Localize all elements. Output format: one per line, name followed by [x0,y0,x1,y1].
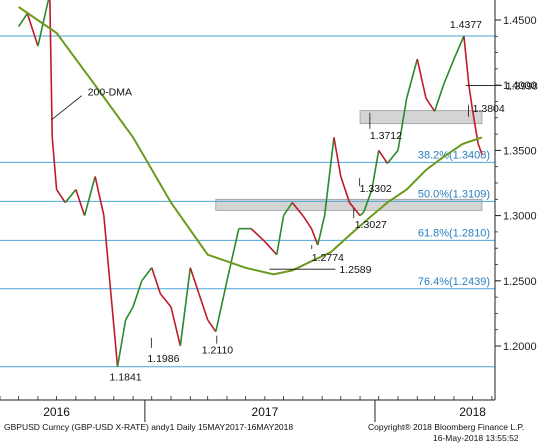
price-segment-34 [323,137,335,216]
annotation-8: 1.2589 [339,264,371,276]
x-year-label-1: 2016 [43,405,70,419]
fib-label-1: 38.2%(1.3408) [418,149,490,161]
price-segment-45 [416,58,427,99]
x-year-label-3: 2018 [459,405,486,419]
instrument-caption: GBPUSD Curncy (GBP-USD X-RATE) andy1 Dai… [4,422,294,432]
price-segment-33 [316,215,326,246]
copyright-caption: Copyright® 2018 Bloomberg Finance L.P. [368,422,525,432]
price-segment-35 [333,137,342,177]
price-segment-20 [189,267,200,295]
resistance-zone-1 [359,110,483,125]
fib-label-4: 76.4%(1.2439) [418,276,490,288]
price-segment-11 [103,215,119,367]
y-tick-label-1: 1.4500 [503,15,537,27]
price-segment-29 [282,202,293,217]
price-segment-18 [170,306,182,347]
price-segment-7 [64,189,77,204]
price-segment-37 [348,202,361,217]
price-segment-13 [124,306,134,321]
price-segment-2 [26,13,39,47]
price-segment-9 [83,176,96,216]
price-segment-23 [215,280,228,332]
y-tick-label-5: 1.2500 [503,276,537,288]
annotation-6: 1.3027 [355,219,387,231]
price-segment-3 [37,0,50,47]
price-segment-49 [453,35,465,60]
price-segment-38 [359,211,365,217]
annotation-4: 1.3712 [370,130,402,142]
price-segment-26 [250,228,266,243]
price-segment-8 [75,189,86,216]
annotation-leader-12 [51,95,82,121]
price-segment-19 [179,267,192,347]
price-segment-48 [442,58,455,86]
price-segment-14 [132,280,143,308]
price-segment-51 [468,85,474,111]
price-segment-12 [116,319,127,367]
annotation-9: 1.2110 [202,345,233,357]
price-segment-17 [159,293,172,308]
price-segment-24 [226,228,240,281]
annotation-7: 1.2774 [312,252,344,264]
price-segment-41 [378,149,389,164]
ma-200-line [18,6,483,276]
price-segment-32 [310,228,319,246]
fib-label-3: 61.8%(1.2810) [418,227,490,239]
price-segment-47 [433,84,445,112]
annotation-11: 1.1841 [110,372,142,384]
price-segment-30 [291,202,304,217]
price-segment-31 [302,215,313,230]
price-segment-40 [371,150,380,190]
price-segment-6 [55,189,66,204]
price-segment-10 [94,176,105,216]
annotation-1: 1.4377 [450,19,482,31]
annotation-5: 1.3302 [360,183,392,195]
price-segment-53 [477,143,483,155]
annotation-10: 1.1986 [147,353,179,365]
y-tick-label-2: 1.4000 [503,80,537,92]
price-segment-16 [150,267,162,295]
price-segment-46 [425,97,436,112]
price-segment-42 [386,149,399,164]
price-segment-15 [141,267,153,282]
price-segment-43 [397,98,408,151]
price-segment-1 [17,13,29,27]
y-tick-label-6: 1.2000 [503,341,537,353]
price-segment-5 [51,137,58,190]
price-segment-50 [463,35,470,86]
annotation-3: 1.3804 [473,103,505,115]
y-tick-label-3: 1.3500 [503,145,537,157]
price-segment-22 [207,319,217,333]
annotation-2: 1.3998 [506,80,538,92]
price-segment-39 [363,189,373,213]
x-year-label-2: 2017 [252,405,279,419]
price-segment-4 [49,0,54,138]
price-segment-27 [264,241,278,256]
annotation-12: 200-DMA [88,87,132,99]
price-segment-44 [405,58,419,99]
y-tick-label-4: 1.3000 [503,211,537,223]
price-segment-21 [198,293,209,321]
price-segment-36 [340,176,351,203]
price-segment-28 [275,215,285,255]
timestamp-caption: 16-May-2018 13:55:52 [433,433,519,443]
fib-label-2: 50.0%(1.3109) [418,188,490,200]
